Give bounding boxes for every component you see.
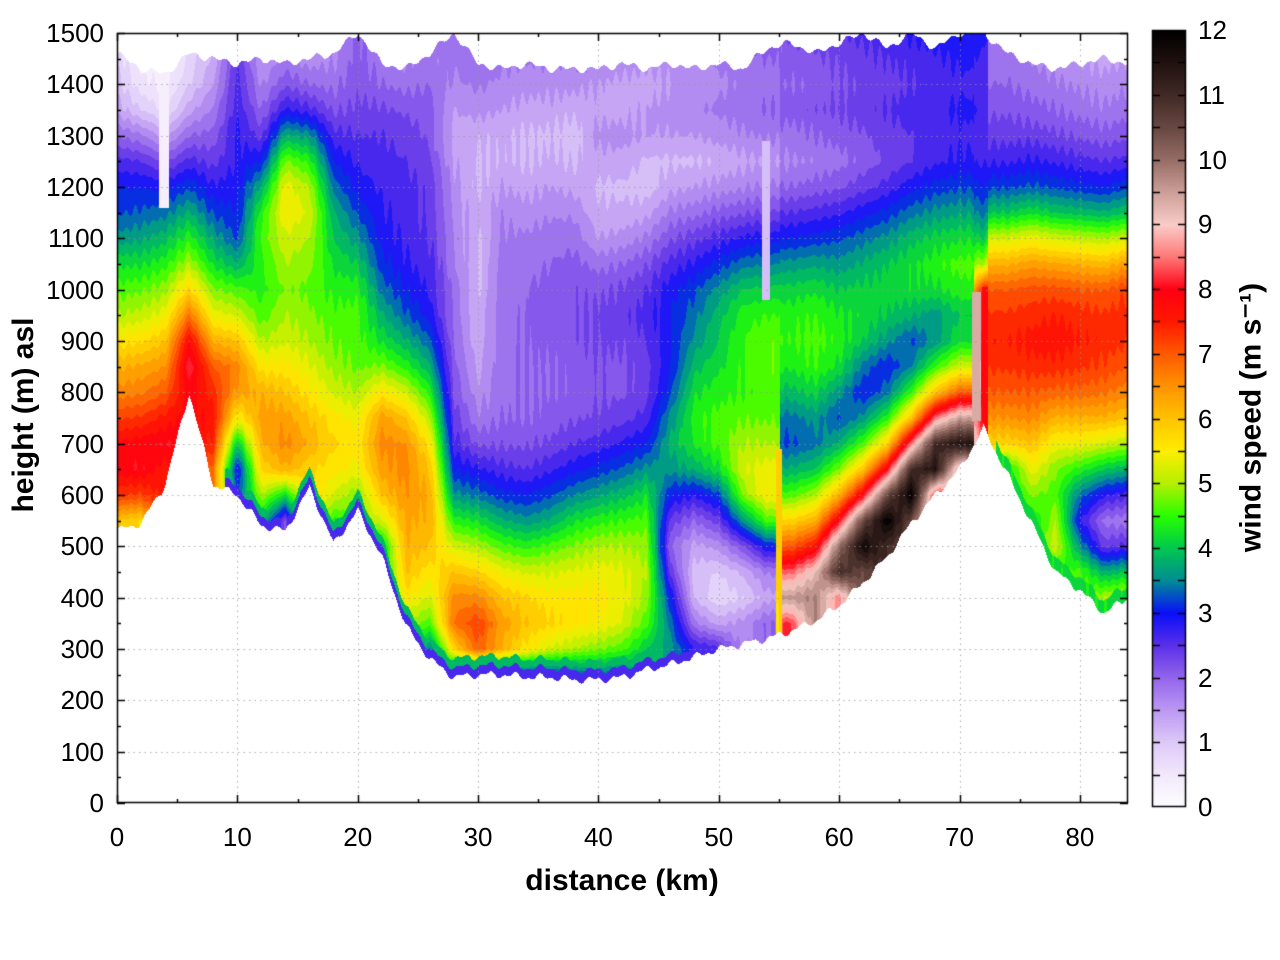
colorbar-tick-label: 6 <box>1198 403 1213 434</box>
colorbar-tick-label: 4 <box>1198 533 1213 563</box>
colorbar-tick-label: 5 <box>1198 468 1213 499</box>
y-tick-label: 300 <box>60 634 104 664</box>
y-tick-label: 800 <box>60 377 104 408</box>
y-tick-label: 0 <box>89 788 104 818</box>
colorbar-tick-label: 12 <box>1198 15 1227 45</box>
colorbar-tick-label: 8 <box>1198 274 1213 304</box>
x-axis-title: distance (km) <box>525 864 719 897</box>
x-tick-label: 30 <box>463 822 493 852</box>
y-tick-label: 1400 <box>46 69 104 100</box>
y-tick-label: 1300 <box>46 120 104 151</box>
y-tick-label: 500 <box>60 531 104 562</box>
y-tick-label: 100 <box>60 736 104 767</box>
x-tick-label: 60 <box>824 822 854 852</box>
colorbar-tick-label: 1 <box>1198 727 1213 758</box>
y-tick-label: 1200 <box>46 172 104 202</box>
y-tick-label: 700 <box>60 428 104 459</box>
y-tick-label: 600 <box>60 480 104 510</box>
colorbar-tick-label: 9 <box>1198 209 1213 240</box>
colorbar-tick-label: 7 <box>1198 338 1213 369</box>
colorbar-tick-label: 2 <box>1198 662 1213 693</box>
x-tick-label: 40 <box>583 822 613 852</box>
x-tick-label: 10 <box>222 822 252 852</box>
x-tick-label: 20 <box>343 822 373 852</box>
y-tick-label: 1500 <box>46 18 104 48</box>
colorbar-tick-label: 3 <box>1198 597 1213 628</box>
y-tick-label: 200 <box>60 685 104 716</box>
x-tick-label: 0 <box>109 822 125 852</box>
y-axis-title: height (m) asl <box>7 317 40 513</box>
y-tick-label: 400 <box>60 582 104 613</box>
x-tick-label: 50 <box>704 822 734 852</box>
x-tick-label: 70 <box>945 822 974 852</box>
y-tick-label: 900 <box>60 326 104 356</box>
y-tick-label: 1000 <box>46 274 104 305</box>
colorbar-tick-label: 10 <box>1198 144 1227 175</box>
colorbar-tick-label: 0 <box>1198 792 1213 822</box>
y-tick-label: 1100 <box>48 223 104 254</box>
x-tick-label: 80 <box>1065 822 1095 852</box>
colorbar-tick-label: 11 <box>1198 79 1225 110</box>
